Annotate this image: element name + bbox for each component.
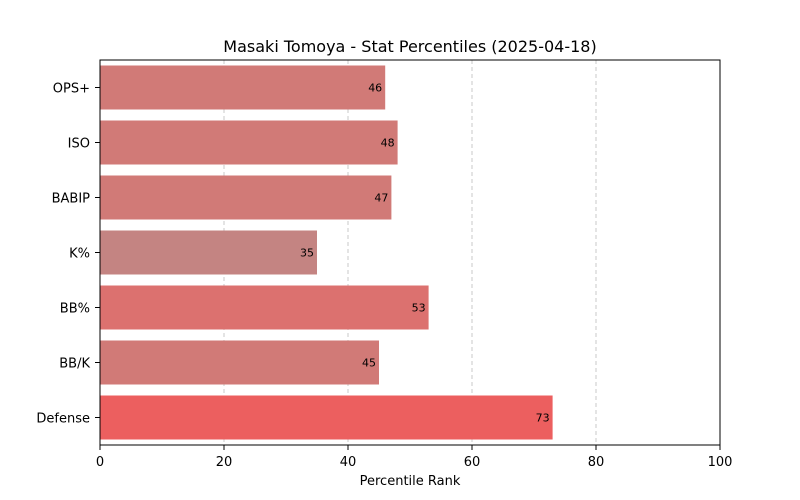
bar-value-label: 46 (368, 82, 382, 95)
bars: 46 48 47 35 53 45 73 (100, 65, 553, 440)
category-label: BB% (60, 302, 90, 317)
bar (100, 395, 553, 440)
category-label: ISO (68, 137, 90, 152)
category-label: OPS+ (53, 82, 90, 97)
bar (100, 285, 429, 330)
x-tick-label: 60 (464, 455, 481, 470)
x-tick-label: 100 (708, 455, 733, 470)
bar (100, 65, 386, 110)
x-tick-label: 80 (588, 455, 605, 470)
category-label: BABIP (52, 192, 91, 207)
bar-value-label: 73 (536, 412, 550, 425)
bar (100, 175, 392, 220)
category-label: K% (69, 247, 90, 262)
x-axis-label: Percentile Rank (360, 474, 461, 489)
x-tick-label: 0 (96, 455, 104, 470)
x-tick-label: 40 (340, 455, 357, 470)
x-tick-label: 20 (216, 455, 233, 470)
bar-value-label: 53 (412, 302, 426, 315)
bar-value-label: 47 (374, 192, 388, 205)
category-label: Defense (36, 412, 90, 427)
chart-title: Masaki Tomoya - Stat Percentiles (2025-0… (223, 37, 596, 56)
bar (100, 120, 398, 165)
category-label: BB/K (59, 357, 90, 372)
bar (100, 230, 317, 275)
bar-value-label: 45 (362, 357, 376, 370)
y-axis: OPS+ ISO BABIP K% BB% BB/K Defense (36, 82, 100, 427)
bar-value-label: 35 (300, 247, 314, 260)
x-axis: 0 20 40 60 80 100 (96, 445, 733, 470)
bar (100, 340, 379, 385)
bar-value-label: 48 (381, 137, 395, 150)
